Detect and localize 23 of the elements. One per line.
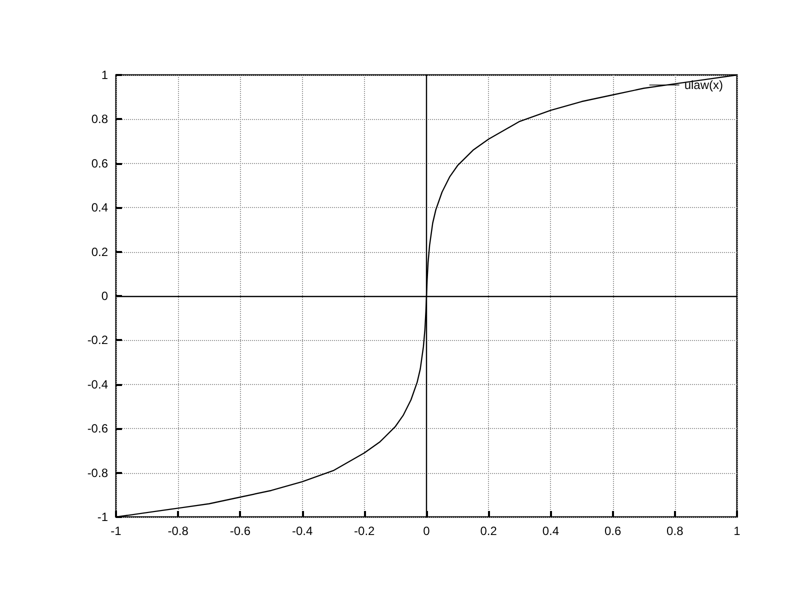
y-tick-label: 0 bbox=[101, 289, 108, 303]
x-tick-label: 0.4 bbox=[542, 524, 560, 538]
x-tick-label: 0.8 bbox=[666, 524, 684, 538]
x-tick-label: -0.6 bbox=[230, 524, 251, 538]
y-tick-label: -0.4 bbox=[87, 377, 108, 392]
x-tick-label: 0.2 bbox=[480, 524, 498, 538]
y-tick-label: 0.8 bbox=[91, 112, 108, 126]
x-tick-label: 0.6 bbox=[604, 524, 622, 538]
y-tick-label: -0.8 bbox=[87, 466, 108, 480]
y-tick-label: 0.4 bbox=[91, 200, 108, 215]
y-tick-label: -0.6 bbox=[87, 422, 108, 436]
x-tick-label: 0 bbox=[423, 524, 430, 538]
x-tick-label: -0.8 bbox=[168, 524, 189, 538]
y-tick-label: 1 bbox=[101, 68, 108, 82]
y-tick-label: 0.2 bbox=[91, 244, 108, 259]
x-tick-label: -1 bbox=[110, 524, 122, 538]
x-tick-label: -0.4 bbox=[292, 524, 313, 538]
x-tick-label: 1 bbox=[734, 524, 741, 538]
y-tick-label: -1 bbox=[97, 510, 108, 524]
legend-label: ulaw(x) bbox=[684, 78, 724, 92]
y-tick-label: 0.6 bbox=[91, 156, 108, 170]
x-tick-label: -0.2 bbox=[354, 524, 376, 538]
y-tick-label: -0.2 bbox=[87, 333, 108, 348]
